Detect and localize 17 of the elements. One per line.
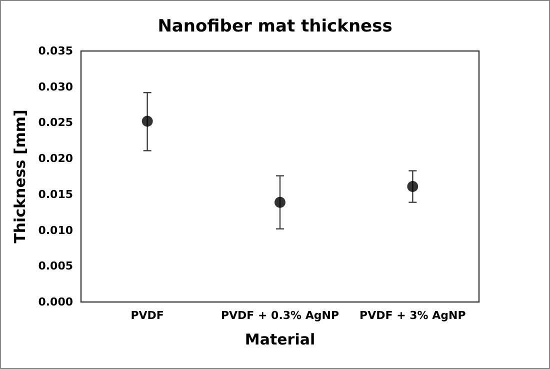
y-tick-label: 0.010 — [38, 224, 74, 237]
y-tick-label: 0.020 — [38, 152, 74, 166]
x-axis-title: Material — [244, 330, 316, 348]
point — [274, 196, 286, 208]
y-tick-label: 0.030 — [38, 80, 74, 94]
point — [407, 181, 418, 192]
y-tick-label: 0.005 — [38, 260, 73, 273]
y-tick-label: 0.025 — [38, 116, 73, 130]
point — [142, 116, 153, 127]
x-tick-label: PVDF — [130, 309, 164, 322]
x-tick-label: PVDF + 0.3% AgNP — [220, 309, 340, 322]
y-tick-label: 0.015 — [38, 188, 73, 201]
y-tick-label: 0.035 — [38, 44, 73, 58]
y-tick-label: 0.000 — [38, 296, 74, 308]
y-axis-title: Thickness [mm] — [10, 110, 29, 244]
chart-title: Nanofiber mat thickness — [158, 16, 392, 36]
x-tick-label: PVDF + 3% AgNP — [360, 309, 466, 322]
